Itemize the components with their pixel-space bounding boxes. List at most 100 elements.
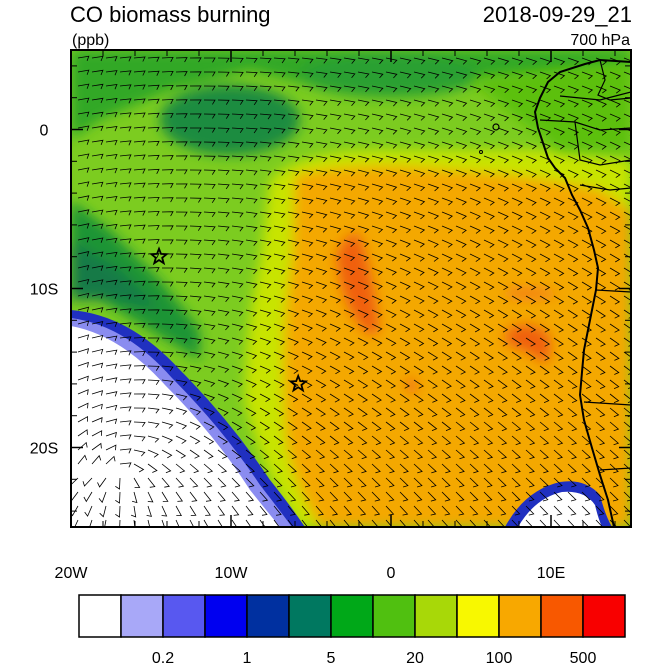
wind-barb (553, 407, 564, 418)
wind-barb (343, 365, 355, 375)
wind-barb (97, 477, 107, 488)
wind-barb (343, 407, 354, 417)
wind-barb (581, 449, 591, 460)
wind-barb (161, 435, 173, 444)
wind-barb (315, 141, 328, 149)
wind-barb (259, 71, 272, 78)
wind-barb (231, 281, 244, 289)
wind-barb (259, 421, 271, 431)
wind-barb (287, 169, 300, 176)
wind-barb (217, 323, 230, 331)
wind-barb (162, 267, 174, 273)
wind-barb (371, 351, 383, 361)
wind-barb (301, 491, 311, 502)
wind-barb (609, 113, 621, 122)
wind-barb (329, 225, 342, 233)
wind-barb (105, 98, 118, 104)
wind-barb (609, 267, 621, 277)
wind-barb (497, 505, 507, 516)
wind-barb (413, 85, 426, 93)
wind-barb (83, 491, 93, 503)
wind-barb (469, 295, 481, 305)
wind-barb (147, 365, 160, 371)
wind-barb (91, 265, 104, 271)
wind-barb (469, 505, 479, 516)
colorbar-box (456, 594, 500, 638)
wind-barb (427, 449, 438, 460)
wind-barb (357, 197, 370, 205)
x-tick-label: 0 (387, 565, 396, 582)
wind-barb (189, 421, 201, 430)
wind-barb (119, 126, 132, 132)
wind-barb (399, 435, 410, 446)
wind-barb (245, 169, 258, 176)
wind-barb (399, 253, 412, 262)
wind-barb (483, 463, 493, 474)
wind-barb (441, 505, 451, 516)
wind-barb (567, 183, 579, 192)
colorbar-box (120, 594, 164, 638)
wind-barb (133, 519, 136, 527)
wind-barb (609, 141, 621, 150)
wind-barb (553, 225, 565, 235)
wind-barb (203, 337, 216, 345)
wind-barb (469, 421, 480, 432)
wind-barb (413, 379, 425, 389)
wind-barb (231, 99, 244, 105)
wind-barb (357, 253, 370, 262)
wind-barb (427, 463, 437, 474)
wind-barb (259, 351, 272, 360)
wind-barb (105, 404, 118, 411)
wind-barb (104, 519, 107, 527)
wind-barb (175, 169, 188, 175)
y-tick-label: 20S (30, 441, 58, 458)
wind-barb (497, 435, 508, 446)
wind-barb (385, 141, 398, 149)
wind-barb (371, 393, 382, 403)
wind-barb (329, 435, 340, 445)
wind-barb (455, 379, 466, 389)
wind-barb (175, 477, 185, 488)
wind-barb (511, 421, 522, 432)
wind-barb (217, 211, 230, 218)
wind-barb (581, 379, 592, 389)
wind-barb (287, 253, 300, 261)
wind-barb (119, 434, 132, 440)
wind-barb (287, 155, 300, 162)
wind-barb (217, 449, 228, 459)
wind-barb (77, 320, 90, 327)
wind-barb (189, 323, 202, 330)
wind-barb (525, 337, 537, 347)
wind-barb (343, 491, 353, 502)
wind-barb (581, 491, 591, 502)
wind-barb (91, 237, 104, 243)
wind-barb (497, 407, 508, 417)
wind-barb (71, 519, 79, 527)
wind-barb (329, 281, 342, 290)
wind-barb (91, 321, 104, 327)
wind-barb (539, 407, 550, 417)
wind-barb (413, 141, 426, 149)
wind-barb (77, 416, 89, 423)
wind-barb (203, 225, 216, 232)
wind-barb (245, 309, 258, 317)
wind-barb (204, 71, 216, 77)
wind-barb (399, 337, 411, 347)
wind-barb (469, 197, 482, 206)
wind-barb (301, 519, 309, 527)
wind-barb (385, 491, 395, 502)
wind-barb (273, 197, 286, 204)
wind-barb (511, 477, 521, 488)
wind-barb (441, 141, 454, 150)
wind-barb (231, 141, 244, 148)
wind-barb (217, 491, 226, 502)
wind-barb (245, 463, 255, 474)
wind-barb (273, 337, 286, 346)
wind-barb (273, 365, 285, 374)
wind-barb (119, 322, 132, 328)
wind-barb (357, 281, 369, 290)
wind-barb (287, 351, 299, 360)
wind-barb (497, 323, 509, 333)
wind-barb (427, 505, 437, 516)
wind-barb (301, 337, 313, 346)
